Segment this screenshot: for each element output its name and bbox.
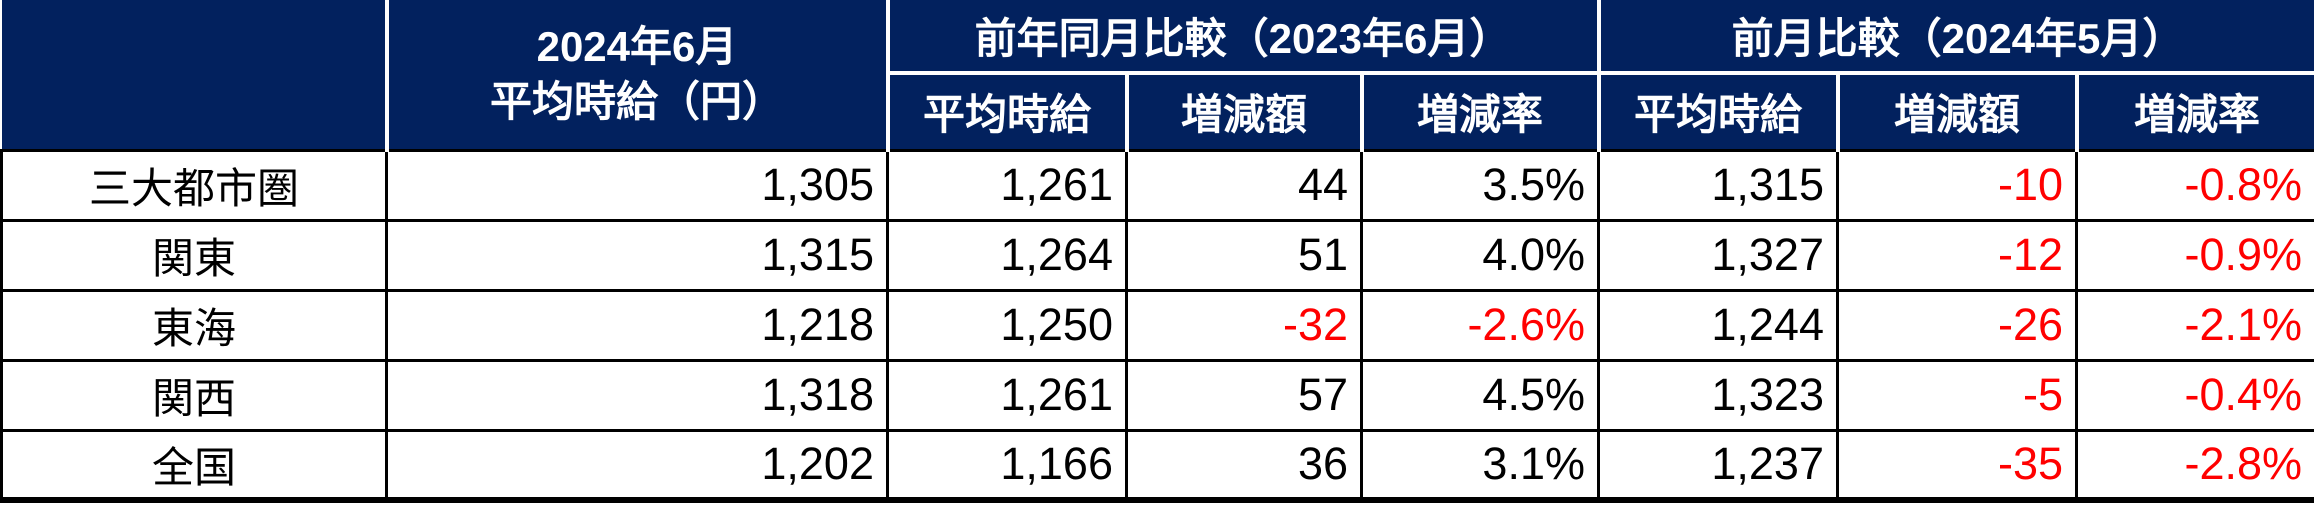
cell-mom-diff: -5 (1836, 358, 2078, 432)
cell-avg-wage: 1,218 (385, 288, 889, 362)
cell-yoy-avg-wage: 1,261 (886, 148, 1128, 222)
cell-avg-wage: 1,202 (385, 428, 889, 503)
cell-yoy-rate: 3.1% (1360, 428, 1600, 503)
cell-mom-diff: -10 (1836, 148, 2078, 222)
cell-mom-rate: -0.4% (2074, 358, 2314, 432)
header-group-row: 2024年6月 平均時給（円） 前年同月比較（2023年6月） 前月比較（202… (1, 0, 2314, 150)
cell-region: 関西 (0, 358, 388, 432)
cell-yoy-rate: -2.6% (1360, 288, 1600, 362)
cell-mom-rate: -2.1% (2074, 288, 2314, 362)
cell-avg-wage: 1,305 (385, 148, 889, 222)
cell-mom-avg-wage: 1,315 (1597, 148, 1839, 222)
table-body: 三大都市圏 1,305 1,261 44 3.5% 1,315 -10 -0.8% 関東 1,31… (0, 148, 2314, 503)
cell-yoy-diff: 57 (1125, 358, 1363, 432)
header-sub-row: 平均時給 増減額 増減率 平均時給 増減額 増減率 (2, 73, 2314, 150)
cell-yoy-avg-wage: 1,250 (886, 288, 1128, 362)
cell-avg-wage: 1,318 (385, 358, 889, 432)
header-current-month-line2: 平均時給（円） (489, 78, 784, 126)
cell-mom-diff: -26 (1836, 288, 2078, 362)
cell-mom-avg-wage: 1,244 (1597, 288, 1839, 362)
cell-mom-rate: -2.8% (2074, 428, 2314, 503)
cell-mom-diff: -35 (1836, 428, 2078, 503)
header-current-month: 2024年6月 平均時給（円） (384, 0, 888, 150)
cell-yoy-avg-wage: 1,261 (886, 358, 1128, 432)
header-mom-diff: 増減額 (1835, 73, 2077, 150)
wage-comparison-table: 2024年6月 平均時給（円） 前年同月比較（2023年6月） 前月比較（202… (0, 0, 2314, 503)
cell-yoy-diff: -32 (1125, 288, 1363, 362)
header-region-blank (1, 0, 387, 150)
cell-mom-rate: -0.8% (2074, 148, 2314, 222)
table-row: 三大都市圏 1,305 1,261 44 3.5% 1,315 -10 -0.8% (0, 148, 2314, 222)
header-mom-rate: 増減率 (2074, 73, 2314, 150)
table-row: 関東 1,315 1,264 51 4.0% 1,327 -12 -0.9% (0, 218, 2314, 292)
cell-mom-avg-wage: 1,327 (1597, 218, 1839, 292)
table-row: 関西 1,318 1,261 57 4.5% 1,323 -5 -0.4% (0, 358, 2314, 432)
header-mom-avg-wage: 平均時給 (1596, 73, 1838, 150)
table-header: 2024年6月 平均時給（円） 前年同月比較（2023年6月） 前月比較（202… (1, 0, 2314, 150)
cell-region: 三大都市圏 (0, 148, 388, 222)
header-yoy-diff: 増減額 (1124, 73, 1362, 150)
cell-mom-diff: -12 (1836, 218, 2078, 292)
cell-avg-wage: 1,315 (385, 218, 889, 292)
cell-region: 全国 (0, 428, 388, 503)
cell-yoy-avg-wage: 1,166 (886, 428, 1128, 503)
cell-yoy-rate: 4.5% (1360, 358, 1600, 432)
cell-mom-rate: -0.9% (2074, 218, 2314, 292)
table-row: 東海 1,218 1,250 -32 -2.6% 1,244 -26 -2.1% (0, 288, 2314, 362)
header-current-month-line1: 2024年6月 (536, 22, 738, 70)
header-yoy-avg-wage: 平均時給 (885, 73, 1127, 150)
table-row: 全国 1,202 1,166 36 3.1% 1,237 -35 -2.8% (0, 428, 2314, 503)
cell-yoy-rate: 4.0% (1360, 218, 1600, 292)
header-yoy-rate: 増減率 (1359, 73, 1599, 150)
cell-region: 東海 (0, 288, 388, 362)
cell-yoy-rate: 3.5% (1360, 148, 1600, 222)
cell-region: 関東 (0, 218, 388, 292)
cell-yoy-diff: 36 (1125, 428, 1363, 503)
header-yoy-group: 前年同月比較（2023年6月） (885, 0, 1599, 75)
header-mom-group: 前月比較（2024年5月） (1596, 0, 2314, 75)
cell-yoy-diff: 51 (1125, 218, 1363, 292)
cell-yoy-avg-wage: 1,264 (886, 218, 1128, 292)
cell-mom-avg-wage: 1,323 (1597, 358, 1839, 432)
cell-mom-avg-wage: 1,237 (1597, 428, 1839, 503)
cell-yoy-diff: 44 (1125, 148, 1363, 222)
